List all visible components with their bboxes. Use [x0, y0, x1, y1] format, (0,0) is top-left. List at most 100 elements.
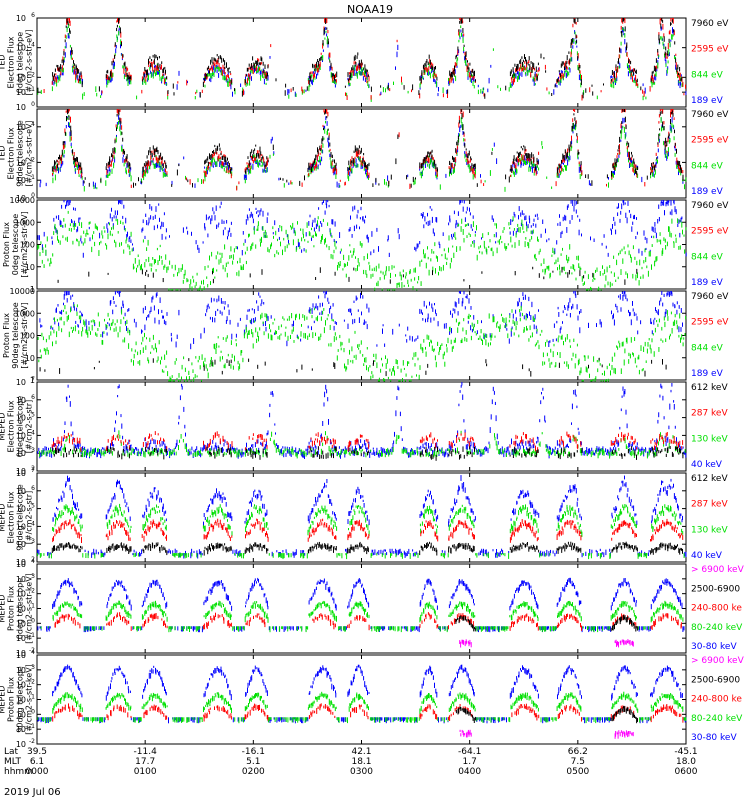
- data-point: [165, 174, 166, 177]
- data-point: [186, 178, 187, 181]
- data-point: [437, 169, 438, 172]
- data-point: [357, 298, 358, 300]
- data-point: [492, 215, 493, 220]
- data-point: [572, 126, 573, 132]
- data-point: [616, 69, 617, 72]
- data-point: [671, 112, 672, 114]
- data-point: [153, 73, 154, 78]
- data-point: [632, 161, 633, 167]
- data-point: [223, 65, 224, 69]
- data-point: [534, 324, 535, 329]
- data-point: [433, 251, 434, 254]
- data-point: [389, 88, 390, 91]
- data-point: [350, 251, 351, 253]
- data-point: [372, 274, 373, 277]
- data-point: [256, 208, 257, 210]
- data-point: [106, 74, 107, 78]
- data-point: [621, 121, 622, 124]
- data-point: [99, 242, 100, 245]
- data-point: [134, 354, 135, 359]
- data-point: [555, 84, 556, 87]
- data-point: [229, 81, 230, 86]
- data-point: [61, 205, 62, 209]
- data-point: [372, 269, 373, 272]
- data-point: [156, 348, 157, 353]
- data-point: [55, 73, 56, 75]
- data-point: [40, 324, 41, 327]
- data-point: [238, 271, 239, 277]
- data-point: [236, 272, 237, 276]
- data-point: [173, 274, 174, 277]
- data-point: [532, 167, 533, 173]
- data-point: [150, 352, 151, 354]
- data-point: [680, 245, 681, 249]
- data-point: [68, 315, 69, 320]
- data-point: [126, 326, 127, 331]
- data-point: [66, 42, 67, 48]
- data-point: [454, 340, 455, 343]
- data-point: [303, 229, 304, 235]
- data-point: [623, 29, 624, 31]
- data-point: [152, 345, 153, 348]
- data-point: [348, 359, 349, 365]
- data-point: [552, 271, 553, 273]
- data-point: [287, 319, 288, 321]
- data-point: [521, 146, 522, 148]
- data-point: [420, 344, 421, 350]
- data-point: [120, 121, 121, 124]
- data-point: [626, 43, 627, 49]
- data-point: [91, 247, 92, 252]
- data-point: [107, 228, 108, 233]
- data-point: [472, 168, 473, 174]
- data-point: [627, 273, 628, 278]
- data-point: [565, 165, 566, 170]
- data-point: [220, 206, 221, 209]
- data-point: [227, 316, 228, 321]
- data-point: [352, 319, 353, 324]
- data-point: [354, 319, 355, 323]
- data-point: [538, 168, 539, 171]
- data-point: [220, 153, 221, 155]
- data-point: [355, 268, 356, 271]
- data-point: [141, 181, 142, 183]
- data-point: [174, 380, 175, 382]
- data-point: [316, 234, 317, 237]
- data-point: [477, 330, 478, 334]
- data-point: [449, 78, 450, 83]
- data-point: [83, 320, 84, 325]
- data-point: [260, 151, 261, 155]
- data-point: [197, 273, 198, 276]
- data-point: [295, 232, 296, 236]
- data-point: [423, 212, 424, 217]
- data-point: [569, 147, 570, 153]
- data-point: [517, 321, 518, 325]
- data-point: [266, 327, 267, 332]
- data-point: [574, 109, 575, 112]
- data-point: [663, 46, 664, 49]
- data-point: [520, 227, 521, 233]
- legend-entry: 844 eV: [691, 161, 724, 171]
- data-point: [617, 306, 618, 310]
- data-point: [320, 160, 321, 163]
- data-point: [425, 157, 426, 162]
- data-point: [425, 319, 426, 323]
- data-point: [332, 255, 333, 260]
- data-point: [632, 222, 633, 225]
- data-point: [251, 63, 252, 68]
- data-point: [490, 170, 491, 176]
- data-point: [401, 275, 402, 281]
- data-point: [313, 162, 314, 166]
- data-point: [144, 333, 145, 337]
- data-point: [522, 62, 523, 67]
- data-point: [556, 181, 557, 186]
- data-point: [622, 27, 623, 30]
- data-point: [631, 152, 632, 155]
- data-point: [668, 60, 669, 63]
- data-point: [662, 202, 663, 205]
- data-point: [556, 240, 557, 244]
- data-point: [162, 260, 163, 265]
- data-point: [325, 116, 326, 120]
- data-point: [146, 259, 147, 262]
- data-point: [566, 153, 567, 158]
- data-point: [502, 317, 503, 322]
